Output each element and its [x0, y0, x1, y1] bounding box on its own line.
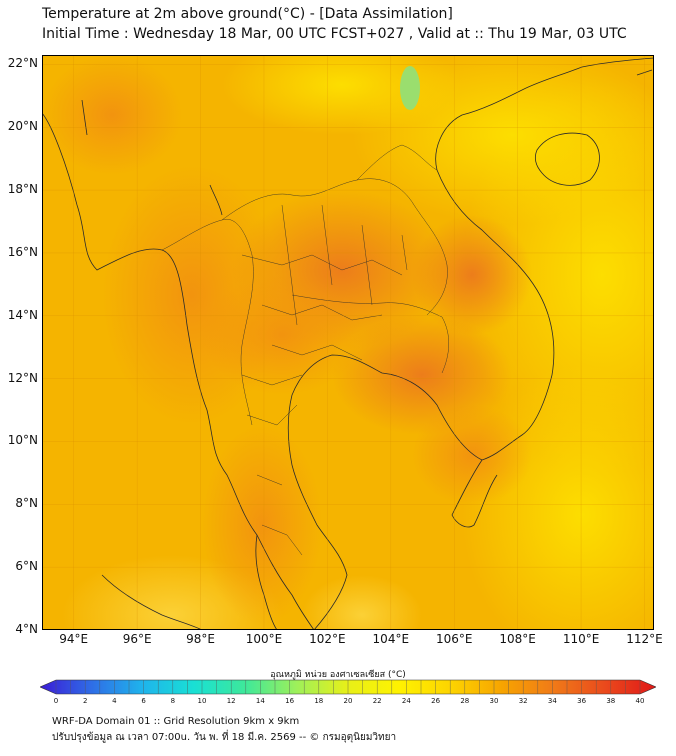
colorbar-tick-label: 20	[343, 697, 353, 705]
lat-tick-label: 20°N	[7, 119, 38, 134]
field-warm-north	[42, 55, 182, 175]
field-hot-laos	[412, 215, 532, 335]
footer-model-info: WRF-DA Domain 01 :: Grid Resolution 9km …	[52, 716, 300, 727]
border-provinces-3	[241, 374, 303, 556]
lat-tick-label: 16°N	[7, 244, 38, 259]
lat-tick-label: 18°N	[7, 182, 38, 197]
colorbar-tick-label: 30	[489, 697, 499, 705]
lat-tick-label: 12°N	[7, 370, 38, 385]
lat-tick-label: 8°N	[15, 496, 38, 511]
border-laos-vietnam	[356, 144, 438, 181]
colorbar-tick-label: 8	[170, 697, 176, 705]
colorbar-tick-label: 2	[82, 697, 88, 705]
longitude-gridlines	[73, 55, 645, 630]
lon-tick-label: 106°E	[435, 632, 473, 646]
map-subtitle: Initial Time : Wednesday 18 Mar, 00 UTC …	[42, 26, 627, 42]
lon-tick-label: 108°E	[499, 632, 536, 646]
temperature-map	[42, 55, 654, 630]
colorbar-tick-label: 16	[285, 697, 295, 705]
colorbar-tick-label: 38	[606, 697, 616, 705]
field-cold-patch	[400, 66, 420, 110]
coastline-gulf	[287, 354, 553, 630]
field-warm-mekong	[412, 405, 532, 505]
colorbar-tick-marks	[55, 680, 641, 694]
lon-tick-label: 98°E	[186, 632, 215, 646]
coastline-sumatra	[101, 574, 203, 630]
border-myanmar-thai	[161, 219, 254, 426]
border-provinces-2	[281, 204, 408, 326]
colorbar-tick-label: 6	[141, 697, 146, 705]
lat-tick-label: 6°N	[15, 559, 38, 574]
field-warm-central	[202, 275, 362, 395]
lon-tick-label: 102°E	[309, 632, 346, 646]
colorbar-tick-label: 32	[518, 697, 528, 705]
colorbar-title: อุณหภูมิ หน่วย องศาเซลเซียส (°C)	[270, 670, 406, 680]
lat-tick-label: 14°N	[7, 307, 38, 322]
lon-tick-label: 110°E	[562, 632, 600, 646]
field-hot-cambodia	[332, 315, 512, 435]
coastline-vietnam	[435, 57, 654, 376]
colorbar-tick-label: 14	[255, 697, 265, 705]
colorbar-tick-label: 36	[577, 697, 587, 705]
lon-tick-label: 104°E	[372, 632, 410, 646]
colorbar-tick-label: 4	[112, 697, 117, 705]
temperature-colorbar	[40, 679, 656, 695]
lon-tick-label: 100°E	[245, 632, 283, 646]
map-border	[42, 55, 654, 630]
coastline-mekong-delta	[451, 459, 498, 528]
lon-tick-label: 96°E	[122, 632, 152, 646]
colorbar-tick-label: 18	[314, 697, 324, 705]
lon-tick-label: 112°E	[626, 632, 663, 646]
lat-tick-label: 10°N	[7, 433, 38, 448]
field-pale-southeast	[302, 575, 422, 630]
colorbar-tick-label: 22	[372, 697, 382, 705]
footer-update-info: ปรับปรุงข้อมูล ณ เวลา 07:00u. วัน พ. ที่…	[52, 732, 397, 743]
lon-tick-label: 94°E	[59, 632, 89, 646]
map-title: Temperature at 2m above ground(°C) - [Da…	[42, 6, 453, 22]
colorbar-tick-label: 26	[431, 697, 441, 705]
coastline-myanmar	[42, 112, 315, 630]
latitude-gridlines	[42, 64, 654, 630]
border-provinces-1	[241, 254, 403, 361]
colorbar-tick-label: 28	[460, 697, 470, 705]
colorbar-tick-label: 10	[197, 697, 207, 705]
colorbar-tick-label: 40	[635, 697, 645, 705]
colorbar-tick-label: 24	[401, 697, 411, 705]
coastline-hainan	[535, 132, 600, 186]
lat-tick-label: 22°N	[7, 56, 38, 71]
colorbar-tick-label: 34	[547, 697, 557, 705]
lat-tick-label: 4°N	[15, 622, 38, 636]
border-thai-cambodia	[291, 294, 449, 374]
colorbar-tick-label: 0	[53, 697, 59, 705]
border-thai-laos	[221, 178, 448, 316]
colorbar-tick-label: 12	[226, 697, 236, 705]
